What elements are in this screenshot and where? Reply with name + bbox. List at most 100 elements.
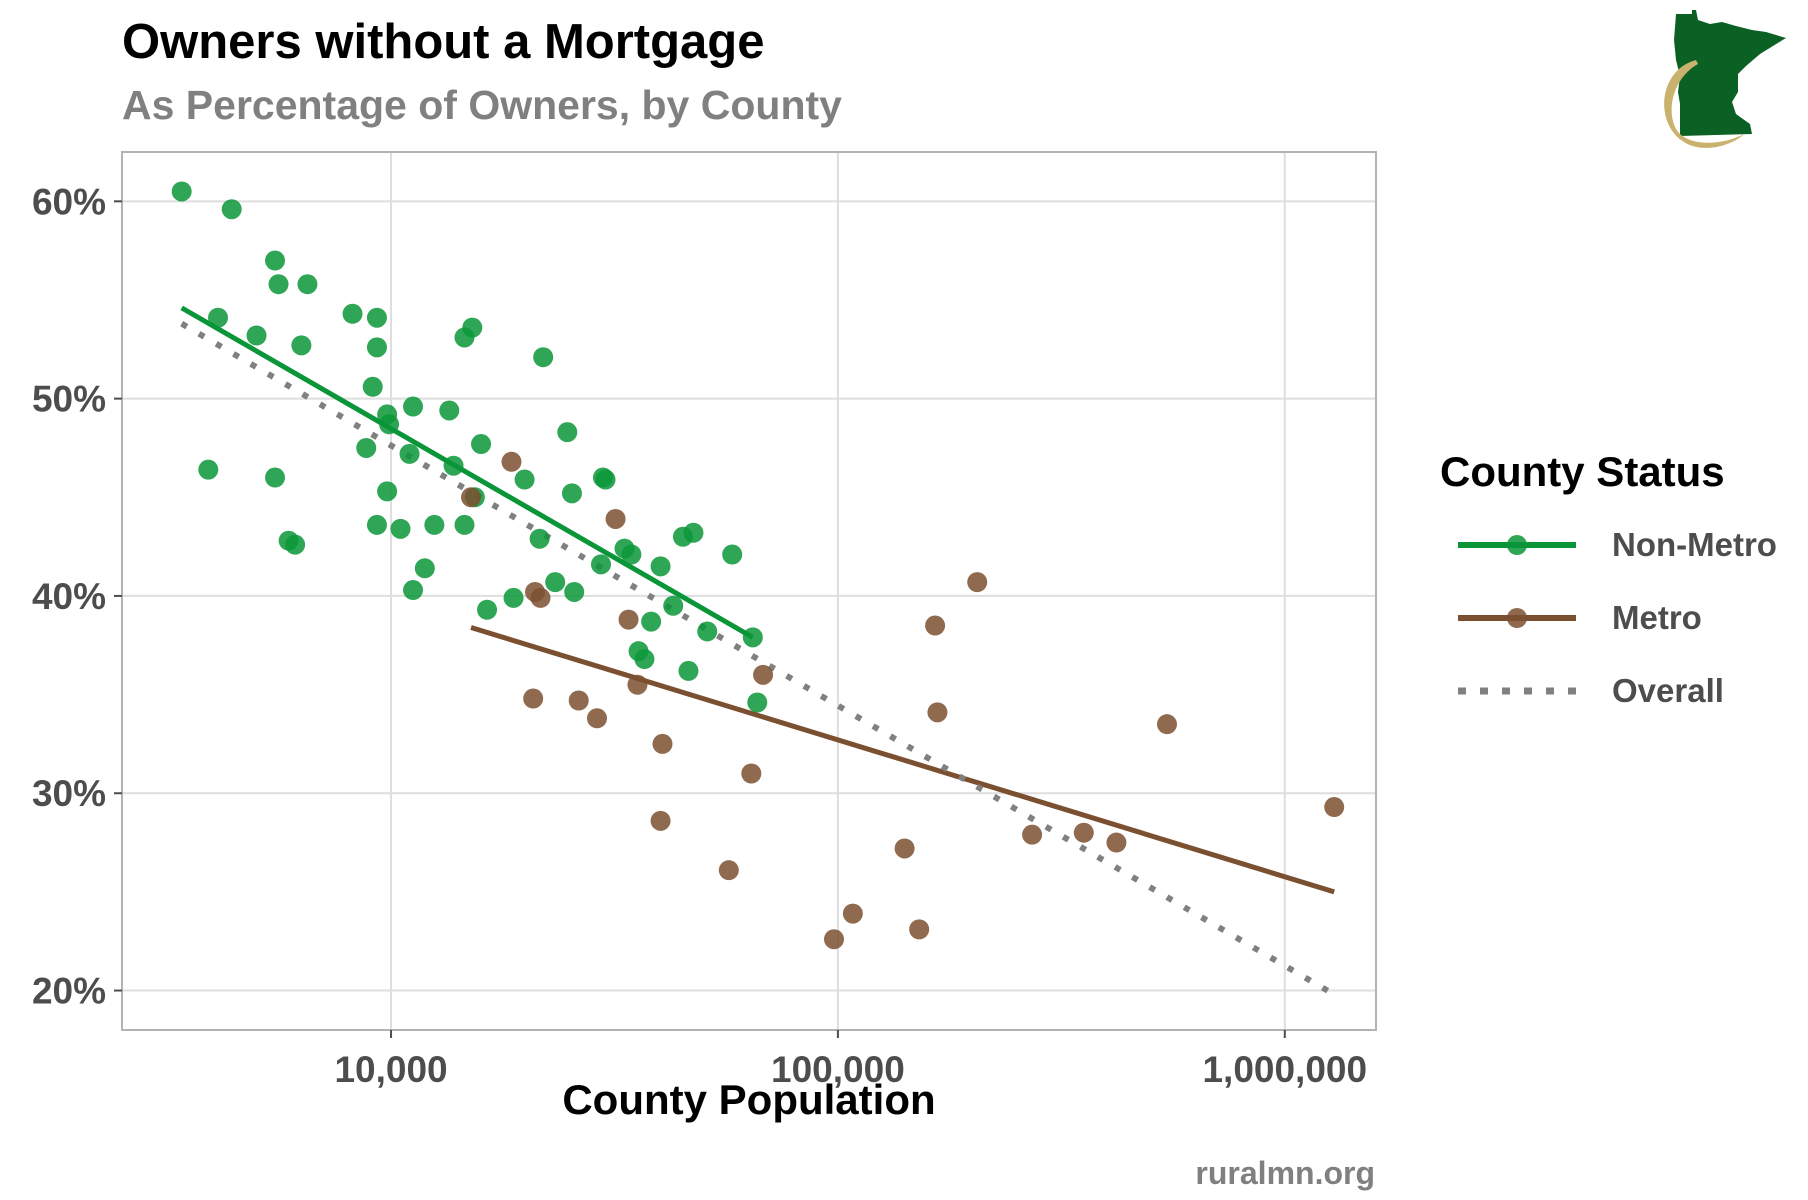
data-point-non-metro [356,437,377,458]
data-point-metro [741,763,762,784]
data-point-non-metro [641,611,662,632]
data-point-non-metro [403,396,424,417]
data-point-metro [967,572,988,593]
data-point-non-metro [561,483,582,504]
data-point-non-metro [265,467,286,488]
legend-item-non-metro: Non-Metro [1440,520,1800,570]
trend-lines [180,305,1336,998]
data-point-non-metro [590,554,611,575]
data-point-non-metro [399,443,420,464]
data-point-non-metro [663,595,684,616]
data-point-metro [1156,714,1177,735]
data-point-non-metro [621,544,642,565]
legend-key-metro [1458,608,1576,628]
legend-label-non-metro: Non-Metro [1612,526,1777,563]
data-points [171,181,1345,950]
legend-label-metro: Metro [1612,599,1702,636]
chart-subtitle: As Percentage of Owners, by County [122,82,842,128]
data-point-non-metro [742,627,763,648]
data-point-non-metro [634,649,655,670]
trend-line-non-metro [180,305,755,640]
panel-border [121,151,1377,1031]
data-point-metro [753,664,774,685]
minnesota-state-logo-icon [1640,8,1790,152]
data-point-metro [1022,824,1043,845]
data-point-non-metro [390,518,411,539]
legend-item-overall: Overall [1440,666,1800,716]
data-point-metro [618,609,639,630]
data-point-non-metro [529,528,550,549]
data-point-metro [650,810,671,831]
y-tick-label: 60% [32,181,106,222]
data-point-non-metro [291,335,312,356]
data-point-non-metro [171,181,192,202]
trend-line-metro [470,625,1335,895]
data-point-metro [461,487,482,508]
legend-key-overall [1458,687,1576,695]
data-point-non-metro [557,422,578,443]
data-point-non-metro [221,199,242,220]
data-point-non-metro [747,692,768,713]
chart-title: Owners without a Mortgage [122,15,765,69]
data-point-non-metro [362,376,383,397]
x-tick-label: 1,000,000 [1202,1049,1367,1090]
data-point-non-metro [471,434,492,455]
data-point-non-metro [424,514,445,535]
data-point-metro [927,702,948,723]
data-point-non-metro [439,400,460,421]
x-axis-ticks: 10,000 100,000 1,000,000 [334,1030,1367,1090]
data-point-metro [1106,832,1127,853]
y-tick-label: 30% [32,773,106,814]
state-shape [1674,10,1786,136]
data-point-non-metro [342,303,363,324]
data-point-non-metro [208,307,229,328]
legend-title: County Status [1440,448,1725,495]
data-point-non-metro [246,325,267,346]
data-point-non-metro [454,514,475,535]
data-point-non-metro [697,621,718,642]
data-point-non-metro [403,580,424,601]
data-point-non-metro [268,274,289,295]
y-axis-ticks: 20% 30% 40% 50% 60% [32,181,122,1012]
y-tick-label: 40% [32,576,106,617]
data-point-metro [501,451,522,472]
data-point-non-metro [683,522,704,543]
data-point-non-metro [265,250,286,271]
x-axis-title: County Population [562,1076,935,1123]
data-point-metro [925,615,946,636]
data-point-non-metro [443,455,464,476]
data-point-metro [1324,797,1345,818]
trend-line-overall [180,321,1336,998]
data-point-non-metro [366,307,387,328]
data-point-non-metro [366,514,387,535]
data-point-metro [909,919,930,940]
data-point-metro [1073,822,1094,843]
data-point-metro [823,929,844,950]
y-tick-label: 20% [32,971,106,1012]
legend-label-overall: Overall [1612,672,1724,709]
data-point-metro [842,903,863,924]
legend: County Status Non-Metro Metro Overall [1440,448,1800,748]
data-point-metro [627,674,648,695]
data-point-non-metro [297,274,318,295]
data-point-non-metro [462,317,483,338]
data-point-non-metro [533,347,554,368]
data-point-non-metro [285,534,306,555]
data-point-non-metro [377,481,398,502]
data-point-non-metro [678,660,699,681]
data-point-non-metro [722,544,743,565]
data-point-metro [568,690,589,711]
data-point-metro [523,688,544,709]
data-point-non-metro [514,469,535,490]
data-point-metro [587,708,608,729]
swoosh [1664,60,1744,148]
data-point-non-metro [564,581,585,602]
y-tick-label: 50% [32,379,106,420]
x-tick-label: 10,000 [334,1049,447,1090]
legend-key-non-metro [1458,535,1576,555]
source-caption: ruralmn.org [1195,1155,1375,1191]
data-point-non-metro [414,558,435,579]
data-point-non-metro [366,337,387,358]
